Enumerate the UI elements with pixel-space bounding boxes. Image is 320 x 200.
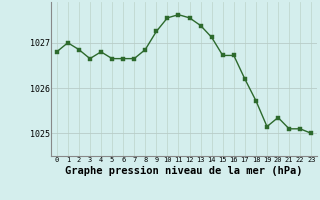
X-axis label: Graphe pression niveau de la mer (hPa): Graphe pression niveau de la mer (hPa): [65, 166, 303, 176]
